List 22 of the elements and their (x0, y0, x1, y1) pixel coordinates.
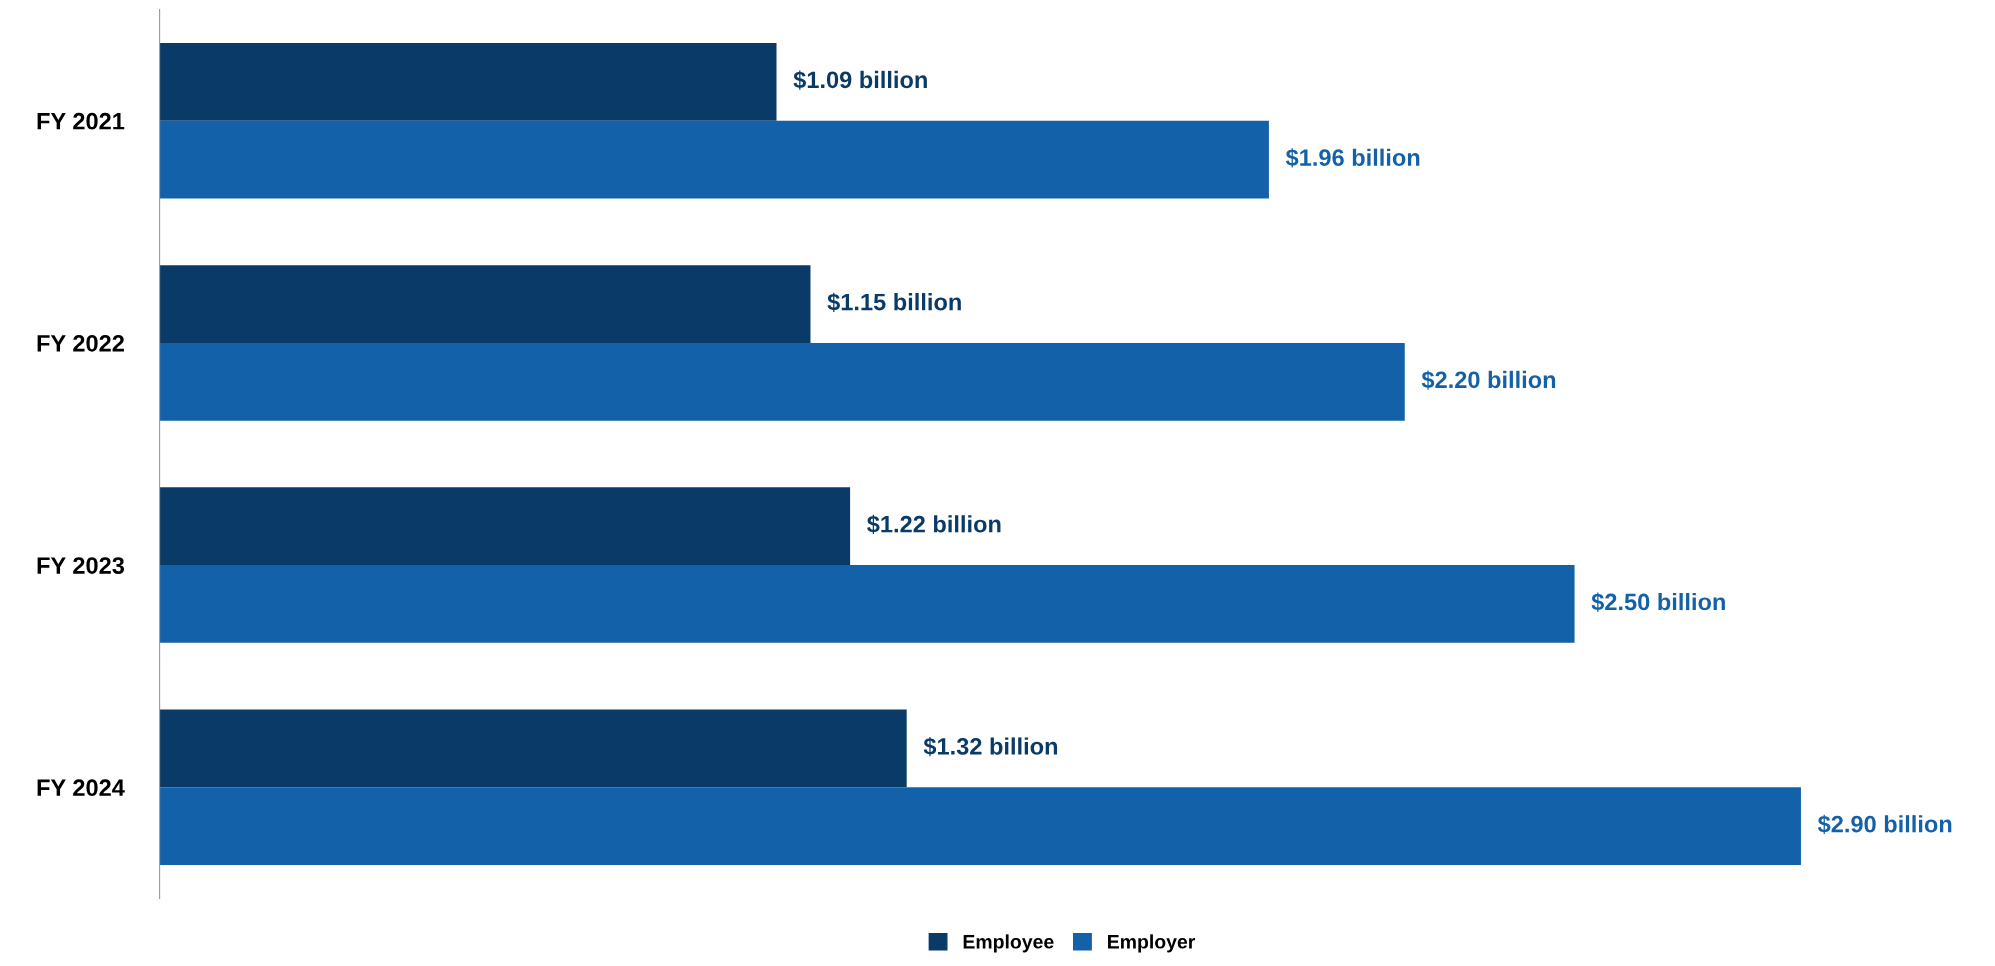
data-label: $1.22 billion (867, 514, 1001, 535)
bar (159, 342, 1405, 421)
data-label: $1.96 billion (1285, 148, 1420, 168)
data-label: $2.90 billion (1817, 814, 1952, 835)
legend-label: Employer (1108, 934, 1196, 953)
bar (159, 565, 1575, 643)
y-tick-label: FY 2023 (37, 557, 125, 574)
y-tick-label: FY 2022 (37, 335, 124, 352)
y-tick-label: FY 2024 (37, 779, 125, 797)
y-tick-label: FY 2021 (37, 112, 125, 130)
bar (159, 787, 1801, 866)
bar (159, 265, 811, 343)
data-label: $1.15 billion (827, 292, 961, 312)
bar (159, 487, 851, 566)
data-label: $2.50 billion (1591, 592, 1725, 612)
bar (159, 709, 907, 788)
data-label: $1.09 billion (793, 70, 927, 90)
data-label: $1.32 billion (923, 736, 1058, 757)
data-label: $2.20 billion (1421, 370, 1556, 390)
bar (159, 42, 777, 121)
bar (159, 120, 1269, 199)
legend-label: Employee (963, 934, 1054, 953)
